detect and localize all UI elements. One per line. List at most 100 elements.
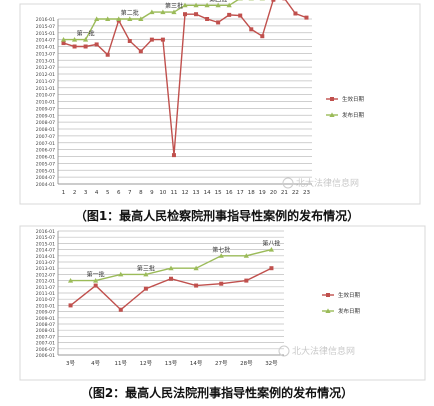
- y-tick-label: 2014-01: [36, 254, 55, 260]
- data-point-effective: [269, 266, 274, 271]
- legend-label: 发布日期: [342, 111, 365, 119]
- data-point-effective: [194, 12, 199, 17]
- data-point-published: [226, 2, 232, 8]
- data-point-effective: [271, 0, 276, 2]
- data-point-published: [143, 271, 149, 277]
- data-point-published: [149, 9, 155, 15]
- y-tick-label: 2015-01: [36, 31, 55, 37]
- data-point-effective: [68, 303, 73, 308]
- y-tick-label: 2012-07: [36, 65, 55, 71]
- y-tick-label: 2007-01: [36, 141, 55, 147]
- data-point-published: [168, 265, 174, 271]
- y-tick-label: 2008-01: [36, 328, 55, 334]
- data-point-published: [60, 37, 67, 42]
- data-point-effective: [169, 276, 173, 281]
- x-tick-label: 7: [128, 190, 132, 196]
- x-tick-label: 3号: [66, 360, 75, 367]
- x-tick-label: 8: [139, 190, 143, 196]
- data-point-published: [268, 247, 275, 252]
- legend-label: 发布日期: [338, 307, 361, 315]
- x-tick-label: 1: [62, 190, 66, 196]
- data-point-effective: [72, 44, 77, 49]
- y-tick-label: 2011-07: [36, 79, 55, 85]
- data-point-published: [243, 253, 249, 258]
- data-point-effective: [61, 41, 66, 46]
- data-point-published: [127, 16, 133, 21]
- y-tick-label: 2004-07: [36, 175, 55, 181]
- y-tick-label: 2010-07: [36, 297, 55, 303]
- chart-2: 2006-012006-072007-012007-072008-012008-…: [19, 225, 426, 381]
- y-tick-label: 2007-01: [36, 341, 55, 347]
- chart-2-caption: （图2：最高人民法院刑事指导性案例的发布情况）: [80, 386, 354, 400]
- legend-label: 生效日期: [338, 291, 361, 299]
- data-point-published: [94, 16, 100, 21]
- data-point-effective: [127, 39, 132, 43]
- y-tick-label: 2009-01: [36, 113, 55, 119]
- x-tick-label: 5: [106, 190, 110, 196]
- y-tick-label: 2015-01: [36, 241, 55, 247]
- data-point-published: [171, 9, 177, 15]
- y-tick-label: 2011-07: [36, 285, 55, 291]
- y-tick-label: 2015-07: [36, 24, 55, 30]
- x-tick-label: 23: [303, 190, 310, 196]
- x-tick-label: 20: [270, 190, 277, 196]
- x-tick-label: 11号: [115, 360, 128, 367]
- x-tick-label: 2: [73, 190, 77, 196]
- data-point-effective: [83, 44, 88, 49]
- x-tick-label: 28号: [240, 360, 253, 367]
- watermark-text: 北大法律信息网: [292, 345, 355, 357]
- x-tick-label: 22: [292, 190, 299, 196]
- data-point-published: [218, 253, 224, 258]
- x-tick-label: 3: [84, 190, 88, 196]
- data-point-effective: [194, 283, 199, 288]
- y-tick-label: 2012-01: [36, 72, 55, 78]
- y-tick-label: 2006-01: [36, 353, 55, 359]
- x-tick-label: 17: [237, 190, 244, 196]
- y-tick-label: 2013-01: [36, 266, 55, 272]
- y-tick-label: 2016-01: [36, 17, 55, 23]
- data-point-published: [204, 2, 210, 8]
- y-tick-label: 2010-01: [36, 303, 55, 309]
- y-tick-label: 2014-01: [36, 45, 55, 51]
- chart-1-caption: （图1：最高人民检察院刑事指导性案例的发布情况）: [74, 209, 360, 223]
- y-tick-label: 2006-07: [36, 347, 55, 353]
- data-point-published: [83, 37, 89, 42]
- data-point-published: [138, 16, 144, 21]
- y-tick-label: 2007-07: [36, 134, 55, 140]
- watermark-text: 北大法律信息网: [296, 177, 359, 189]
- y-tick-label: 2008-01: [36, 127, 55, 133]
- x-tick-label: 32号: [265, 360, 278, 367]
- batch-label: 第七批: [212, 246, 230, 254]
- data-point-published: [160, 9, 166, 15]
- data-point-published: [71, 37, 78, 42]
- legend-marker: [326, 293, 330, 297]
- data-point-effective: [149, 37, 154, 42]
- data-point-effective: [238, 13, 243, 18]
- y-tick-label: 2004-01: [36, 182, 55, 188]
- data-point-effective: [249, 27, 254, 32]
- x-tick-label: 18: [248, 190, 255, 196]
- x-tick-label: 12号: [140, 360, 153, 367]
- data-point-effective: [205, 17, 210, 21]
- y-tick-label: 2008-07: [36, 120, 55, 126]
- y-tick-label: 2014-07: [36, 38, 55, 44]
- batch-label: 第八批: [262, 240, 280, 248]
- y-tick-label: 2012-07: [36, 272, 55, 278]
- data-point-effective: [260, 34, 265, 39]
- data-point-published: [67, 278, 74, 283]
- batch-label: 第一批: [77, 30, 95, 38]
- y-tick-label: 2008-07: [36, 322, 55, 328]
- data-point-published: [118, 271, 124, 277]
- data-point-effective: [304, 15, 309, 20]
- data-point-effective: [216, 20, 221, 25]
- data-point-effective: [105, 52, 110, 57]
- y-tick-label: 2009-07: [36, 310, 55, 316]
- chart-1: 2004-012004-072005-012005-072006-012006-…: [19, 0, 421, 205]
- batch-label: 第四批: [209, 0, 227, 3]
- data-point-effective: [138, 49, 143, 54]
- batch-label: 第三批: [137, 264, 155, 272]
- data-point-effective: [244, 278, 249, 283]
- data-point-published: [215, 2, 221, 8]
- data-point-effective: [293, 11, 298, 16]
- watermark: 北大法律信息网: [282, 177, 359, 189]
